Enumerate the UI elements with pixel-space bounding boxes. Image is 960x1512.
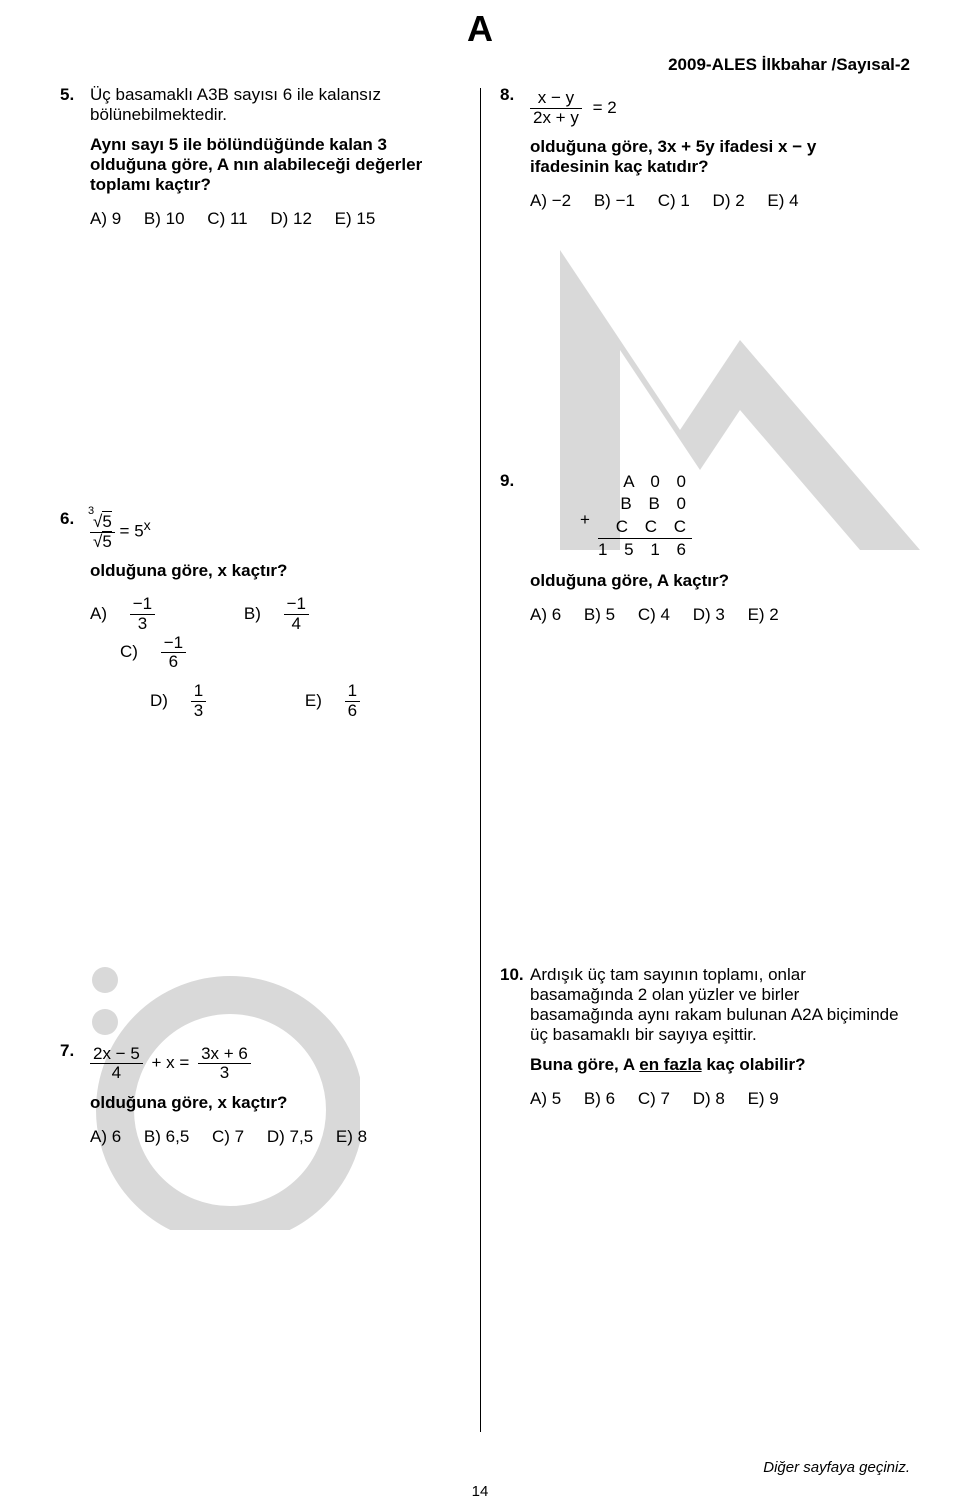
q9-opt-c[interactable]: C) 4 [638,605,670,625]
page-letter: A [467,8,493,50]
q7-opt-a[interactable]: A) 6 [90,1127,121,1147]
q8-opt-e[interactable]: E) 4 [767,191,798,211]
q6-subtext: olduğuna göre, x kaçtır? [90,561,460,581]
q7-options: A) 6 B) 6,5 C) 7 D) 7,5 E) 8 [90,1127,460,1147]
q6-number: 6. [60,509,90,529]
q9-subtext: olduğuna göre, A kaçtır? [530,571,900,591]
exam-header: 2009-ALES İlkbahar /Sayısal-2 [668,55,910,75]
q7-equation: 2x − 54 + x = 3x + 63 [90,1045,460,1083]
q10-opt-d[interactable]: D) 8 [693,1089,725,1109]
q5-opt-b[interactable]: B) 10 [144,209,185,229]
q10-subtext: Buna göre, A en fazla kaç olabilir? [530,1055,900,1075]
q6-opt-c[interactable]: C) −16 [120,634,222,672]
left-column: 5. Üç basamaklı A3B sayısı 6 ile kalansı… [40,85,480,1432]
right-column: 8. x − y2x + y = 2 olduğuna göre, 3x + 5… [480,85,920,1432]
q9-number: 9. [500,471,530,491]
q7-opt-c[interactable]: C) 7 [212,1127,244,1147]
q5-opt-a[interactable]: A) 9 [90,209,121,229]
question-5: 5. Üç basamaklı A3B sayısı 6 ile kalansı… [60,85,460,229]
q8-number: 8. [500,85,530,105]
q9-opt-e[interactable]: E) 2 [748,605,779,625]
q5-opt-d[interactable]: D) 12 [270,209,312,229]
q10-opt-c[interactable]: C) 7 [638,1089,670,1109]
q6-opt-a[interactable]: A) −13 [90,595,191,633]
q6-opt-e[interactable]: E) 16 [305,682,396,720]
q10-text: Ardışık üç tam sayının toplamı, onlar ba… [530,965,900,1045]
q6-options: A) −13 B) −14 C) −16 [90,595,460,720]
q8-equation: x − y2x + y = 2 [530,89,900,127]
content-columns: 5. Üç basamaklı A3B sayısı 6 ile kalansı… [40,85,920,1432]
q5-opt-c[interactable]: C) 11 [207,209,247,229]
q8-subtext: olduğuna göre, 3x + 5y ifadesi x − y ifa… [530,137,900,177]
question-6: 6. 3 √5 √5 = 5x olduğuna göre, x kaçtır? [60,509,460,721]
q10-opt-e[interactable]: E) 9 [748,1089,779,1109]
q6-opt-d[interactable]: D) 13 [150,682,242,720]
q7-number: 7. [60,1041,90,1061]
q5-options: A) 9 B) 10 C) 11 D) 12 E) 15 [90,209,460,229]
q5-opt-e[interactable]: E) 15 [335,209,376,229]
q5-subtext: Aynı sayı 5 ile bölündüğünde kalan 3 old… [90,135,460,195]
q8-opt-c[interactable]: C) 1 [658,191,690,211]
q10-number: 10. [500,965,530,985]
q9-options: A) 6 B) 5 C) 4 D) 3 E) 2 [530,605,900,625]
q9-opt-d[interactable]: D) 3 [693,605,725,625]
q8-opt-d[interactable]: D) 2 [713,191,745,211]
q7-opt-b[interactable]: B) 6,5 [144,1127,189,1147]
question-10: 10. Ardışık üç tam sayının toplamı, onla… [500,965,900,1109]
q10-opt-a[interactable]: A) 5 [530,1089,561,1109]
footer-text: Diğer sayfaya geçiniz. [763,1459,910,1476]
q8-options: A) −2 B) −1 C) 1 D) 2 E) 4 [530,191,900,211]
q5-text: Üç basamaklı A3B sayısı 6 ile kalansız b… [90,85,460,125]
question-9: 9. A 0 0 B B 0 C C C 1 5 1 6 + olduğuna … [500,471,900,624]
page-number: 14 [472,1483,489,1500]
q6-opt-b[interactable]: B) −14 [244,595,345,633]
q8-opt-a[interactable]: A) −2 [530,191,571,211]
q10-options: A) 5 B) 6 C) 7 D) 8 E) 9 [530,1089,900,1109]
q9-opt-a[interactable]: A) 6 [530,605,561,625]
q7-opt-d[interactable]: D) 7,5 [267,1127,313,1147]
q9-addition: A 0 0 B B 0 C C C 1 5 1 6 + [530,471,900,560]
question-7: 7. 2x − 54 + x = 3x + 63 olduğuna göre, … [60,1041,460,1147]
q6-equation: 3 √5 √5 = 5x [90,513,460,551]
q10-opt-b[interactable]: B) 6 [584,1089,615,1109]
q8-opt-b[interactable]: B) −1 [594,191,635,211]
question-8: 8. x − y2x + y = 2 olduğuna göre, 3x + 5… [500,85,900,211]
q5-number: 5. [60,85,90,105]
q7-subtext: olduğuna göre, x kaçtır? [90,1093,460,1113]
q7-opt-e[interactable]: E) 8 [336,1127,367,1147]
q9-opt-b[interactable]: B) 5 [584,605,615,625]
